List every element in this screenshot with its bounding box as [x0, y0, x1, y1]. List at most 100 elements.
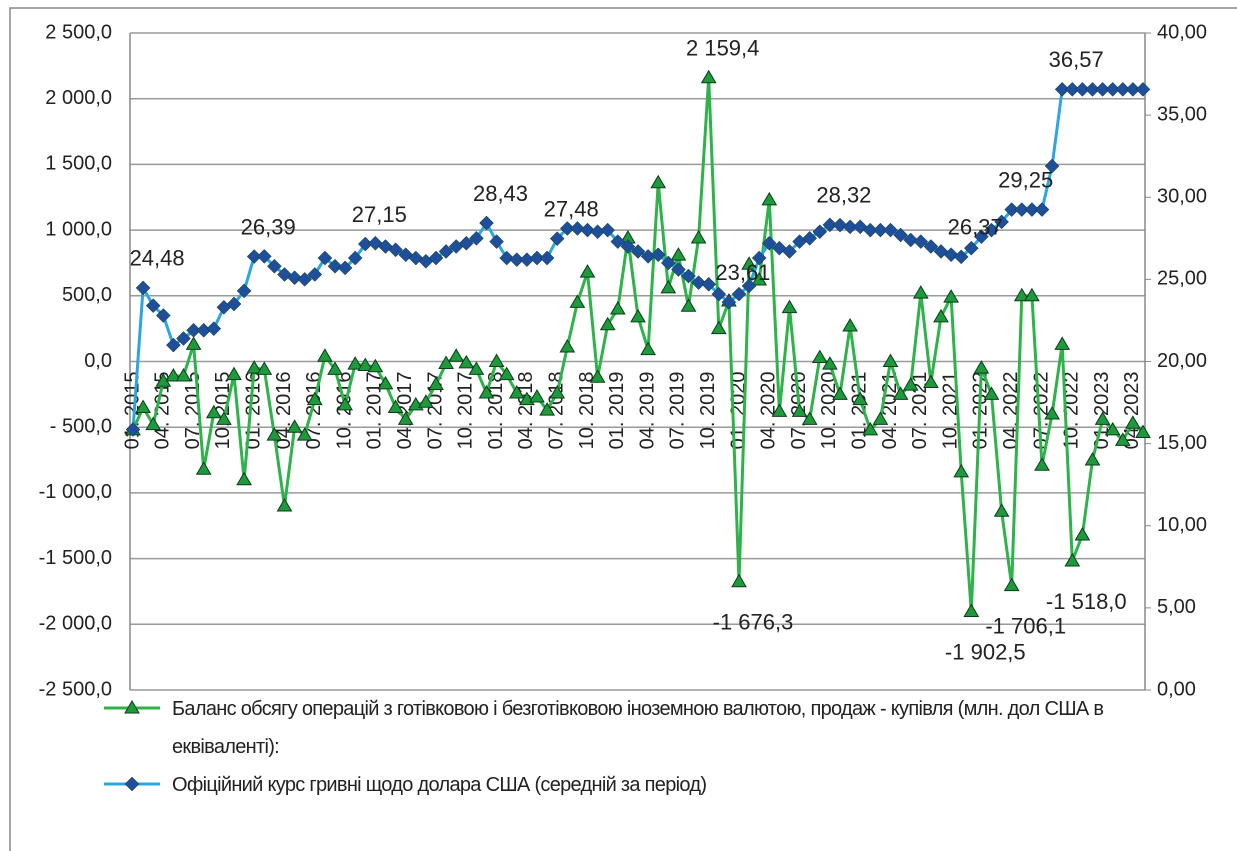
y2-tick-label: 40,00 [1157, 21, 1207, 43]
marker [842, 219, 858, 235]
marker [923, 239, 939, 254]
marker [499, 250, 515, 266]
marker [984, 222, 999, 238]
marker [902, 377, 919, 391]
marker [994, 214, 1009, 230]
y-tick-label: - 500,0 [50, 415, 112, 437]
marker [630, 244, 646, 259]
marker [569, 294, 586, 308]
marker [206, 321, 222, 337]
x-tick-label: 07. 2018 [545, 372, 567, 450]
marker [882, 353, 899, 367]
marker [1054, 336, 1071, 350]
y2-tick-label: 10,00 [1157, 514, 1207, 536]
marker [124, 776, 140, 792]
marker [731, 286, 747, 302]
marker [317, 250, 333, 266]
y2-tick-label: 35,00 [1157, 103, 1207, 125]
marker [1075, 81, 1090, 97]
x-tick-label: 10. 2015 [212, 372, 234, 450]
x-tick-label: 10. 2019 [697, 372, 719, 450]
marker [1115, 81, 1131, 97]
marker [256, 361, 273, 375]
marker [933, 244, 949, 259]
x-tick-label: 10. 2018 [576, 372, 598, 450]
data-label: 29,25 [998, 167, 1053, 192]
marker [135, 399, 151, 413]
marker [832, 217, 848, 233]
marker [721, 294, 737, 310]
marker [306, 391, 323, 406]
marker [549, 385, 566, 399]
marker [428, 376, 444, 390]
marker [751, 250, 767, 266]
marker [1135, 81, 1151, 97]
x-tick-label: 07. 2019 [667, 372, 689, 450]
marker [539, 402, 555, 416]
data-label: 2 159,4 [686, 36, 759, 61]
marker [771, 403, 788, 417]
marker [418, 394, 434, 408]
legend-entry: Баланс обсягу операцій з готівковою і бе… [100, 690, 1160, 766]
y-tick-label: 1 500,0 [45, 153, 112, 175]
marker [489, 234, 504, 249]
marker [680, 298, 697, 312]
marker [610, 234, 626, 249]
marker [761, 191, 778, 206]
y-tick-label: 2 000,0 [45, 87, 112, 109]
marker [1013, 287, 1030, 302]
marker [256, 249, 272, 264]
marker [751, 272, 768, 286]
legend-icon [104, 776, 160, 792]
marker [1004, 202, 1020, 217]
marker [963, 240, 979, 256]
marker [337, 260, 353, 276]
marker [609, 300, 626, 315]
legend-label: Баланс обсягу операцій з готівковою і бе… [172, 698, 1104, 758]
marker [226, 296, 242, 312]
y-tick-label: -1 500,0 [39, 547, 112, 569]
marker [983, 386, 1000, 400]
marker [559, 339, 576, 353]
x-tick-label: 04. 2018 [515, 372, 537, 450]
marker [822, 217, 838, 233]
legend-entry: Офіційний курс гривні щодо долара США (с… [100, 766, 1160, 804]
marker [873, 222, 888, 238]
marker [974, 229, 989, 245]
y2-tick-label: 5,00 [1157, 596, 1196, 618]
marker [367, 358, 384, 373]
marker [580, 222, 595, 238]
data-label: 28,43 [473, 181, 528, 206]
marker [549, 231, 565, 246]
marker [913, 234, 929, 249]
data-label: 27,48 [544, 196, 599, 221]
marker [267, 258, 282, 274]
marker [539, 250, 555, 266]
marker [1084, 452, 1101, 466]
series-line [131, 77, 1145, 612]
marker [387, 399, 404, 413]
legend-label: Офіційний курс гривні щодо долара США (с… [172, 774, 707, 796]
x-tick-label: 07. 2021 [909, 372, 931, 450]
marker [1024, 287, 1040, 302]
marker [802, 230, 818, 246]
x-tick-label: 10. 2020 [818, 372, 840, 450]
marker [660, 255, 676, 271]
marker [397, 411, 414, 425]
marker [1003, 577, 1020, 592]
data-label: 23,61 [715, 260, 770, 285]
legend: Баланс обсягу операцій з готівковою і бе… [100, 690, 1160, 804]
marker [822, 356, 838, 370]
x-tick-label: 07. 2016 [303, 372, 325, 450]
marker [357, 357, 374, 371]
marker [276, 498, 293, 512]
marker [953, 463, 970, 478]
data-label: -1 706,1 [985, 613, 1066, 638]
marker [801, 411, 818, 425]
marker [1034, 457, 1050, 471]
marker [236, 471, 252, 486]
legend-icon [104, 700, 160, 714]
marker [498, 366, 515, 381]
marker [458, 354, 475, 369]
